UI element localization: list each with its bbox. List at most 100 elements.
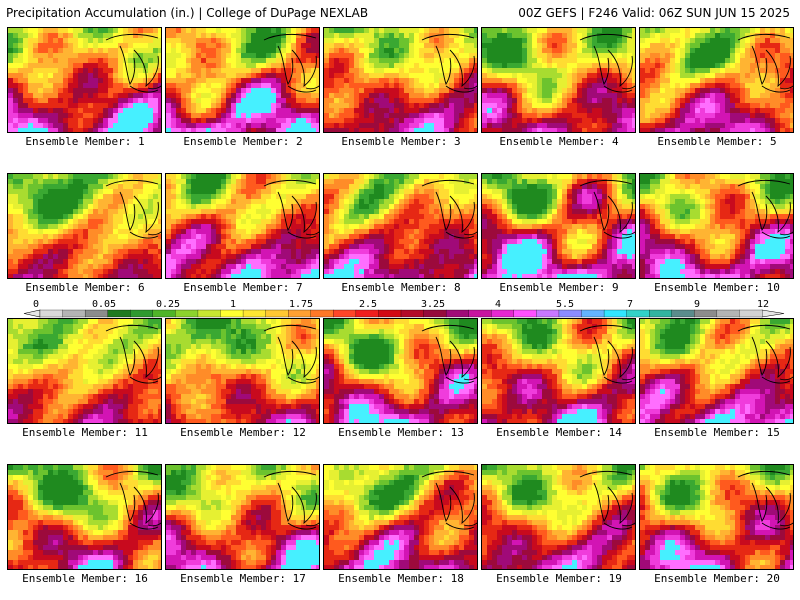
colorbar-tick-label: 7 (627, 299, 633, 310)
run-valid-time: 00Z GEFS | F246 Valid: 06Z SUN JUN 15 20… (518, 6, 790, 20)
ensemble-member-map (639, 27, 794, 133)
great-lakes-outline (421, 470, 477, 530)
colorbar-swatch (378, 309, 402, 318)
precip-field (640, 319, 793, 423)
precip-field (482, 174, 635, 278)
precip-field (640, 465, 793, 569)
colorbar-swatch (649, 309, 673, 318)
colorbar-swatch (242, 309, 267, 318)
colorbar-tick-label: 12 (757, 299, 769, 310)
colorbar-swatch (513, 309, 537, 318)
ensemble-member-map (323, 318, 478, 424)
precip-field (324, 174, 477, 278)
precip-field (482, 28, 635, 132)
ensemble-member-label: Ensemble Member: 6 (25, 281, 145, 294)
colorbar-swatch (220, 309, 244, 318)
precip-field (8, 465, 161, 569)
ensemble-member-label: Ensemble Member: 14 (496, 426, 622, 439)
colorbar-tick-label: 0.25 (156, 299, 180, 310)
great-lakes-outline (263, 33, 319, 93)
ensemble-member-map (639, 173, 794, 279)
precip-field (166, 174, 319, 278)
ensemble-member-label: Ensemble Member: 10 (654, 281, 780, 294)
ensemble-member-map (481, 464, 636, 570)
precip-field (166, 465, 319, 569)
great-lakes-outline (421, 179, 477, 239)
great-lakes-outline (105, 179, 161, 239)
colorbar-swatch (333, 309, 357, 318)
ensemble-member-label: Ensemble Member: 12 (180, 426, 306, 439)
colorbar-swatch (197, 309, 221, 318)
ensemble-member-map (481, 318, 636, 424)
ensemble-member-label: Ensemble Member: 5 (657, 135, 777, 148)
great-lakes-outline (105, 33, 161, 93)
ensemble-member-map (639, 464, 794, 570)
colorbar-swatch (62, 309, 86, 318)
colorbar-swatch (39, 309, 64, 318)
great-lakes-outline (263, 179, 319, 239)
colorbar-arrow-left (23, 309, 41, 318)
ensemble-member-label: Ensemble Member: 9 (499, 281, 619, 294)
colorbar-swatch (288, 309, 312, 318)
colorbar-swatch (581, 309, 605, 318)
colorbar-swatch (716, 309, 740, 318)
ensemble-member-label: Ensemble Member: 13 (338, 426, 464, 439)
ensemble-member-map (481, 27, 636, 133)
ensemble-member-map (7, 464, 162, 570)
precip-field (324, 319, 477, 423)
colorbar-arrow-right (761, 309, 785, 318)
colorbar-swatch (491, 309, 515, 318)
great-lakes-outline (579, 324, 635, 384)
great-lakes-outline (579, 33, 635, 93)
colorbar-tick-label: 4 (495, 299, 501, 310)
colorbar: 0 0.05 0.25 1 1.75 2.5 3.25 4 5.5 7 9 12 (23, 299, 785, 318)
precip-field (166, 319, 319, 423)
colorbar-swatch (400, 309, 425, 318)
great-lakes-outline (737, 470, 793, 530)
ensemble-member-map (7, 27, 162, 133)
colorbar-swatch (355, 309, 379, 318)
precip-field (640, 28, 793, 132)
colorbar-swatch (694, 309, 718, 318)
great-lakes-outline (737, 33, 793, 93)
great-lakes-outline (579, 470, 635, 530)
ensemble-member-label: Ensemble Member: 20 (654, 572, 780, 585)
ensemble-member-map (323, 173, 478, 279)
colorbar-swatch (536, 309, 560, 318)
colorbar-tick-label: 1.75 (289, 299, 313, 310)
header: Precipitation Accumulation (in.) | Colle… (0, 0, 800, 24)
colorbar-swatch (626, 309, 650, 318)
precip-field (8, 174, 161, 278)
precip-field (482, 319, 635, 423)
ensemble-member-label: Ensemble Member: 1 (25, 135, 145, 148)
colorbar-swatch (739, 309, 763, 318)
colorbar-swatch (152, 309, 176, 318)
colorbar-swatch (423, 309, 447, 318)
precip-field (166, 28, 319, 132)
colorbar-swatch (265, 309, 289, 318)
colorbar-swatch (558, 309, 582, 318)
ensemble-member-label: Ensemble Member: 19 (496, 572, 622, 585)
precip-field (482, 465, 635, 569)
colorbar-swatch (310, 309, 334, 318)
colorbar-swatch (130, 309, 154, 318)
colorbar-tick-label: 1 (230, 299, 236, 310)
great-lakes-outline (105, 324, 161, 384)
great-lakes-outline (105, 470, 161, 530)
ensemble-member-label: Ensemble Member: 11 (22, 426, 148, 439)
precip-field (8, 28, 161, 132)
ensemble-member-map (481, 173, 636, 279)
page-title: Precipitation Accumulation (in.) | Colle… (6, 6, 369, 20)
ensemble-member-map (7, 173, 162, 279)
ensemble-member-label: Ensemble Member: 17 (180, 572, 306, 585)
ensemble-member-map (165, 173, 320, 279)
colorbar-tick-label: 0 (33, 299, 39, 310)
ensemble-member-label: Ensemble Member: 15 (654, 426, 780, 439)
colorbar-swatch (107, 309, 131, 318)
colorbar-swatch (175, 309, 199, 318)
colorbar-tick-label: 0.05 (92, 299, 116, 310)
ensemble-member-label: Ensemble Member: 4 (499, 135, 619, 148)
great-lakes-outline (737, 324, 793, 384)
colorbar-tick-label: 3.25 (421, 299, 445, 310)
precip-field (324, 28, 477, 132)
